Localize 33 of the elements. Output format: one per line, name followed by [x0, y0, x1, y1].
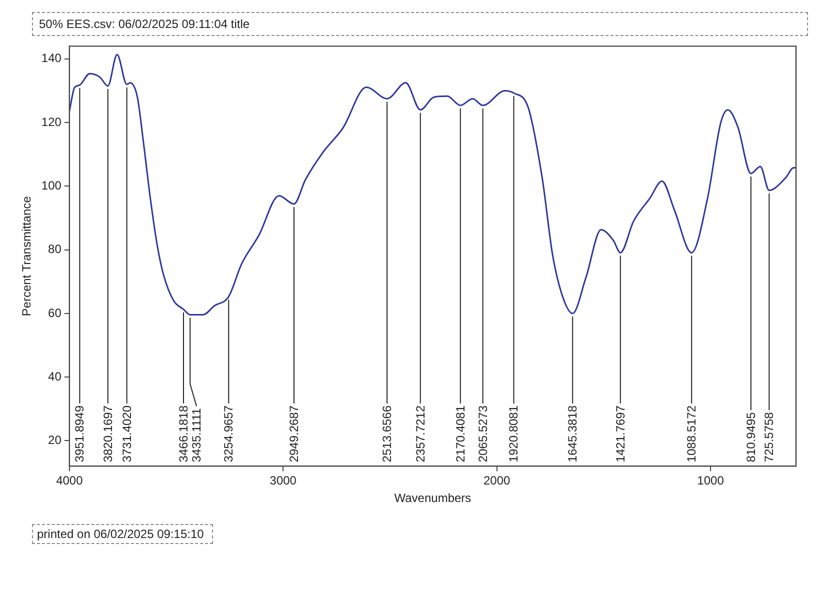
y-tick-label: 120 [41, 114, 62, 129]
x-tick-label: 3000 [270, 474, 297, 488]
annotation: 1645.3818 [566, 405, 580, 462]
x-tick-label: 1000 [697, 474, 724, 488]
x-tick-label: 2000 [483, 474, 510, 488]
y-tick-label: 40 [48, 369, 62, 384]
chart-title: 50% EES.csv: 06/02/2025 09:11:04 title [32, 12, 808, 36]
annotation: 2949.2687 [286, 405, 301, 462]
y-tick-label: 140 [41, 51, 62, 66]
annotation: 3435.1111 [190, 408, 204, 462]
annotation: 2170.4081 [453, 405, 468, 462]
annotation: 3951.8949 [72, 405, 87, 462]
y-axis-title: Percent Transmittance [20, 196, 34, 316]
y-tick-label: 20 [48, 433, 62, 448]
annotation: 1421.7697 [613, 405, 628, 462]
annotation: 3254.9657 [222, 405, 236, 462]
annotation: 3820.1697 [100, 405, 115, 462]
text: printed on 06/02/2025 09:15:10 [32, 524, 213, 544]
annotation: 2065.5273 [476, 405, 490, 462]
annotation: 1088.5172 [684, 405, 699, 462]
annotation: 2357.7212 [413, 405, 428, 462]
annotation: 810.9495 [744, 412, 758, 462]
annotation: 3466.1818 [176, 405, 190, 462]
x-axis-title: Wavenumbers [394, 491, 472, 506]
annotation: 2513.6566 [380, 405, 394, 462]
x-tick-label: 4000 [56, 474, 84, 488]
y-tick-label: 60 [48, 306, 62, 320]
annotation: 725.5758 [762, 412, 776, 462]
line-series [69, 54, 796, 316]
y-tick-label: 80 [48, 242, 62, 256]
y-tick-label: 100 [41, 178, 62, 193]
annotation: 1920.8081 [506, 405, 521, 462]
annotation: 3731.4020 [120, 405, 134, 462]
